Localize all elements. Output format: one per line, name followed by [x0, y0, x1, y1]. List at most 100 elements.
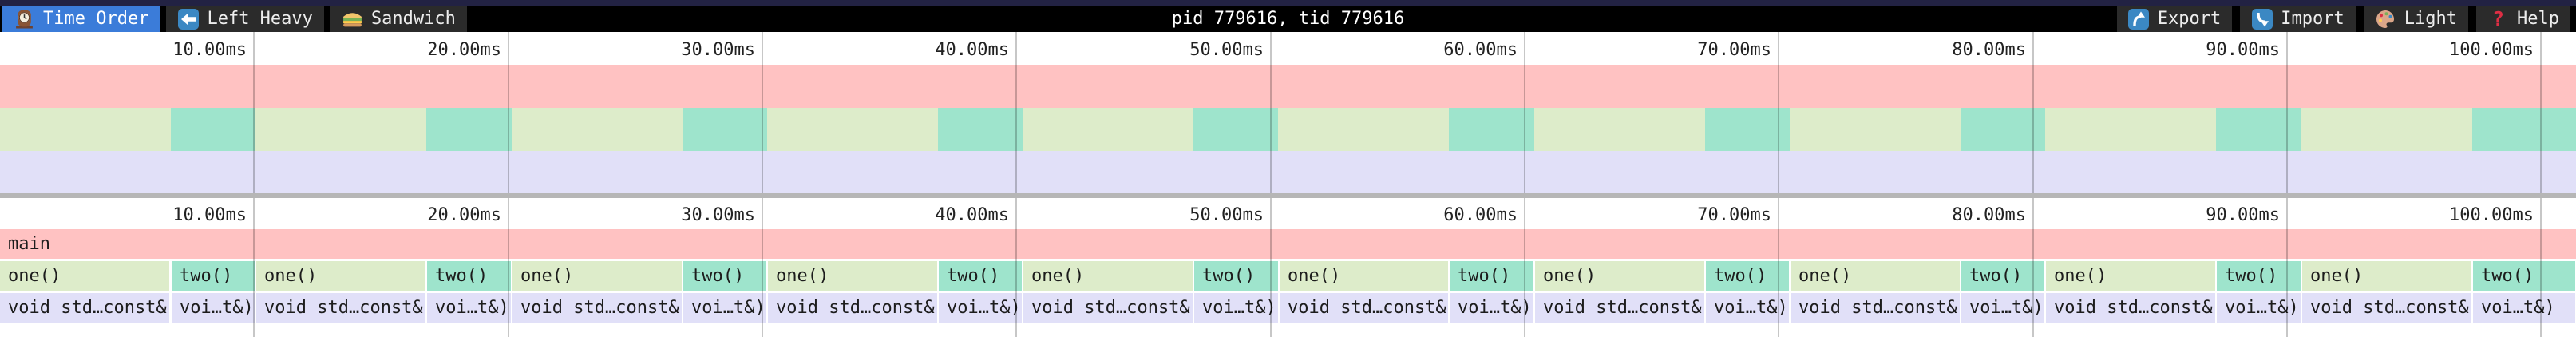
flame-frame-one[interactable]: one() [2302, 261, 2471, 291]
palette-icon [2375, 8, 2396, 30]
flame-frame-two[interactable]: two() [427, 261, 511, 291]
flame-frame-one[interactable]: one() [1535, 261, 1704, 291]
gridline [2286, 198, 2288, 337]
action-label: Export [2157, 9, 2222, 29]
axis-tick-label: 40.00ms [935, 40, 1009, 60]
gridline [253, 32, 255, 193]
import-icon [2251, 8, 2273, 30]
minimap-band-two[interactable] [1704, 108, 1791, 151]
minimap-band-two[interactable] [1961, 108, 2046, 151]
flame-frame-one[interactable]: one() [0, 261, 169, 291]
minimap-band-two[interactable] [2216, 108, 2301, 151]
flame-frame-two-child[interactable]: voi…t&) [2217, 293, 2301, 323]
flame-frame-one[interactable]: one() [768, 261, 937, 291]
flame-frame-one[interactable]: one() [1791, 261, 1960, 291]
minimap-band-one[interactable] [0, 108, 2576, 151]
minimap-band-two[interactable] [937, 108, 1023, 151]
minimap[interactable]: 10.00ms 20.00ms 30.00ms 40.00ms 50.00ms 60.00… [0, 32, 2576, 193]
minimap-band-two[interactable] [426, 108, 512, 151]
flame-frame-one[interactable]: one() [2046, 261, 2215, 291]
flame-frame-one-child[interactable]: void std…const&) [512, 293, 682, 323]
flame-frame-one[interactable]: one() [1023, 261, 1193, 291]
flame-frame-two-child[interactable]: voi…t&) [1961, 293, 2044, 323]
minimap-divider [0, 193, 2576, 198]
gridline [508, 198, 509, 337]
export-button[interactable]: Export [2116, 6, 2233, 32]
action-label: Help [2517, 9, 2559, 29]
flame-frame-two[interactable]: two() [172, 261, 255, 291]
tab-time-order[interactable]: Time Order [2, 6, 160, 32]
flame-frame-two[interactable]: two() [939, 261, 1022, 291]
gridline [508, 32, 509, 193]
flame-frame-two-child[interactable]: voi…t&) [172, 293, 255, 323]
axis-tick-label: 70.00ms [1697, 205, 1771, 225]
mantel-clock-icon [14, 8, 35, 30]
minimap-band-two[interactable] [1449, 108, 1534, 151]
minimap-band-two[interactable] [2471, 108, 2576, 151]
light-button[interactable]: Light [2363, 6, 2469, 32]
gridline [2032, 32, 2034, 193]
flame-frame-two[interactable]: two() [1961, 261, 2044, 291]
flame-frame-one[interactable]: one() [256, 261, 425, 291]
gridline [762, 32, 763, 193]
flame-frame-one-child[interactable]: void std…const&) [0, 293, 169, 323]
minimap-band-children[interactable] [0, 151, 2576, 193]
minimap-band-two[interactable] [170, 108, 256, 151]
minimap-band-two[interactable] [1193, 108, 1279, 151]
flame-frame-two-child[interactable]: voi…t&) [427, 293, 511, 323]
axis-tick-label: 50.00ms [1189, 205, 1264, 225]
flame-frame-one-child[interactable]: void std…const&) [1791, 293, 1960, 323]
view-tabs: Time Order Left Heavy Sandwich [0, 6, 467, 32]
minimap-band-main[interactable] [0, 65, 2576, 108]
axis-tick-label: 10.00ms [172, 40, 247, 60]
gridline [1524, 198, 1525, 337]
flamechart[interactable]: main one() two() void std…const&) voi…t&) one… [0, 198, 2576, 337]
question-mark-icon: ? [2491, 7, 2505, 30]
axis-tick-label: 90.00ms [2206, 205, 2280, 225]
gridline [2032, 198, 2034, 337]
flame-frame-two[interactable]: two() [1706, 261, 1789, 291]
flame-frame-one-child[interactable]: void std…const&) [1280, 293, 1448, 323]
flame-frame-main[interactable]: main [0, 229, 2576, 259]
flame-frame-two[interactable]: two() [683, 261, 766, 291]
flame-frame-two[interactable]: two() [1450, 261, 1533, 291]
left-arrow-icon [177, 8, 199, 30]
minimap-band-two[interactable] [682, 108, 767, 151]
flame-frame-one-child[interactable]: void std…const&) [2302, 293, 2471, 323]
flame-frame-two-child[interactable]: voi…t&) [1194, 293, 1278, 323]
flame-frame-two[interactable]: two() [1194, 261, 1278, 291]
flame-frame-one-child[interactable]: void std…const&) [2046, 293, 2215, 323]
flame-frame-one-child[interactable]: void std…const&) [768, 293, 937, 323]
gridline [1778, 32, 1779, 193]
tab-label: Sandwich [370, 9, 456, 29]
axis-tick-label: 10.00ms [172, 205, 247, 225]
flame-frame-two-child[interactable]: voi…t&) [1450, 293, 1533, 323]
axis-tick-label: 60.00ms [1443, 205, 1518, 225]
flame-frame-one-child[interactable]: void std…const&) [1023, 293, 1193, 323]
tab-left-heavy[interactable]: Left Heavy [166, 6, 324, 32]
gridline [1270, 32, 1272, 193]
action-label: Light [2404, 9, 2458, 29]
flame-frame-two[interactable]: two() [2217, 261, 2301, 291]
flame-frame-one[interactable]: one() [1280, 261, 1448, 291]
flame-frame-one-child[interactable]: void std…const&) [256, 293, 425, 323]
help-button[interactable]: ? Help [2476, 6, 2570, 32]
flame-frame-two[interactable]: two() [2473, 261, 2575, 291]
gridline [1778, 198, 1779, 337]
gridline [1270, 198, 1272, 337]
axis-tick-label: 90.00ms [2206, 40, 2280, 60]
gridline [1524, 32, 1525, 193]
flame-frame-two-child[interactable]: voi…t&) [2473, 293, 2575, 323]
flame-frame-one[interactable]: one() [512, 261, 682, 291]
flame-frame-one-child[interactable]: void std…const&) [1535, 293, 1704, 323]
tab-sandwich[interactable]: Sandwich [330, 6, 467, 32]
axis-tick-label: 60.00ms [1443, 40, 1518, 60]
gridline [253, 198, 255, 337]
gridline [2540, 32, 2542, 193]
import-button[interactable]: Import [2240, 6, 2356, 32]
gridline [1015, 32, 1017, 193]
flame-frame-two-child[interactable]: voi…t&) [939, 293, 1022, 323]
flame-frame-two-child[interactable]: voi…t&) [1706, 293, 1789, 323]
flame-frame-two-child[interactable]: voi…t&) [683, 293, 766, 323]
axis-tick-label: 100.00ms [2449, 40, 2534, 60]
